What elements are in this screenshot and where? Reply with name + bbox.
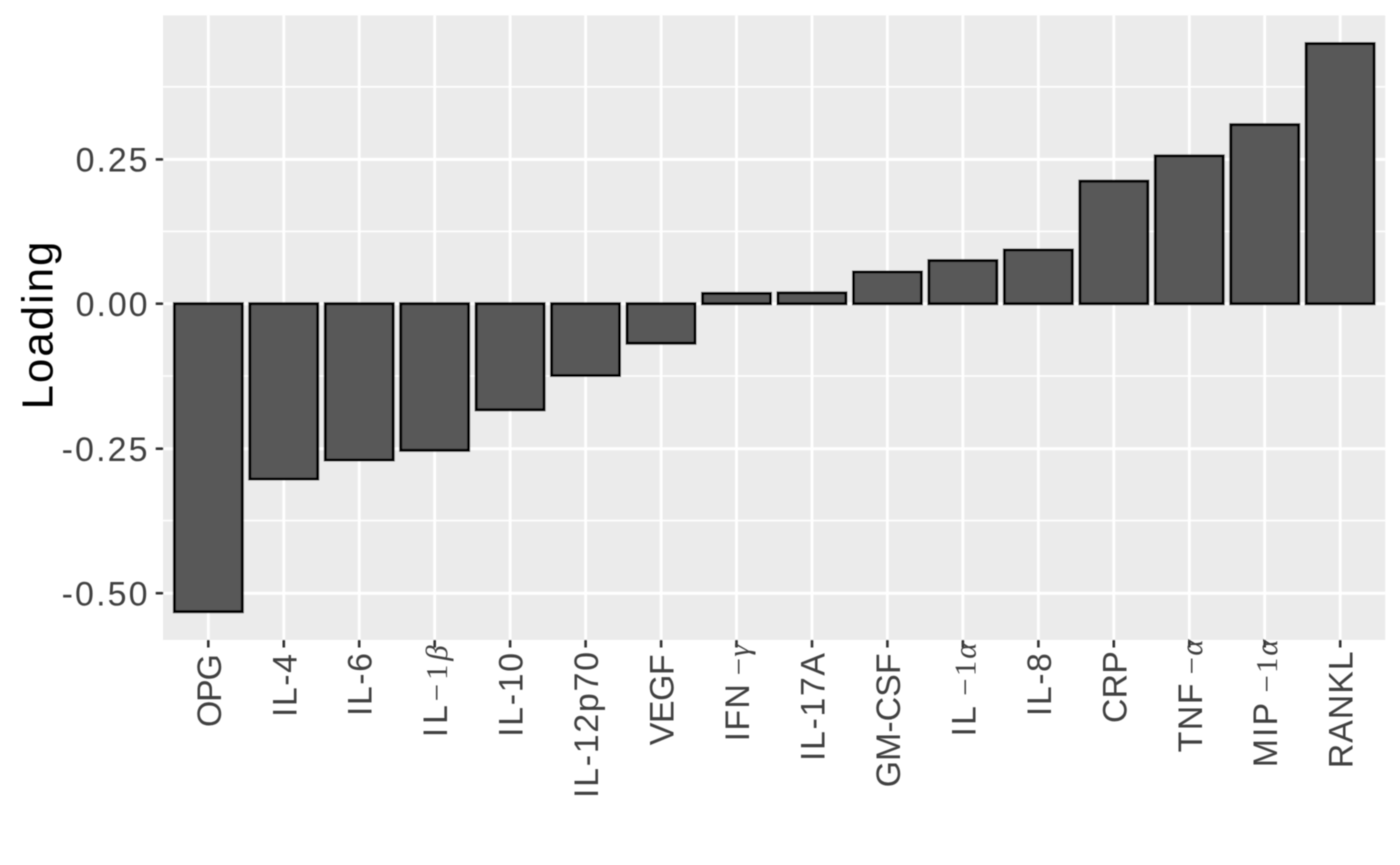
svg-text:0.00: 0.00: [76, 286, 148, 324]
svg-text:IL-12p70: IL-12p70: [568, 652, 606, 798]
svg-text:RANKL: RANKL: [1323, 651, 1361, 768]
svg-text:0.25: 0.25: [76, 142, 148, 180]
svg-text:IL −1α: IL −1α: [945, 642, 983, 737]
svg-text:MIP −1α: MIP −1α: [1247, 639, 1285, 768]
svg-text:IFN −γ: IFN −γ: [719, 644, 757, 742]
svg-text:TNF −α: TNF −α: [1172, 639, 1210, 753]
svg-text:CRP: CRP: [1096, 651, 1134, 723]
svg-text:-0.25: -0.25: [62, 431, 148, 469]
svg-text:GM-CSF: GM-CSF: [870, 653, 908, 787]
svg-text:IL-17A: IL-17A: [795, 653, 833, 761]
svg-text:IL−1β: IL−1β: [417, 645, 455, 738]
svg-text:OPG: OPG: [191, 654, 229, 727]
svg-text:-0.50: -0.50: [62, 575, 148, 613]
svg-text:IL-6: IL-6: [342, 653, 380, 716]
svg-text:IL-10: IL-10: [493, 653, 531, 737]
svg-text:IL-4: IL-4: [266, 654, 304, 717]
svg-text:Loading: Loading: [14, 242, 63, 410]
svg-text:VEGF: VEGF: [644, 654, 682, 745]
svg-text:IL-8: IL-8: [1021, 653, 1059, 716]
